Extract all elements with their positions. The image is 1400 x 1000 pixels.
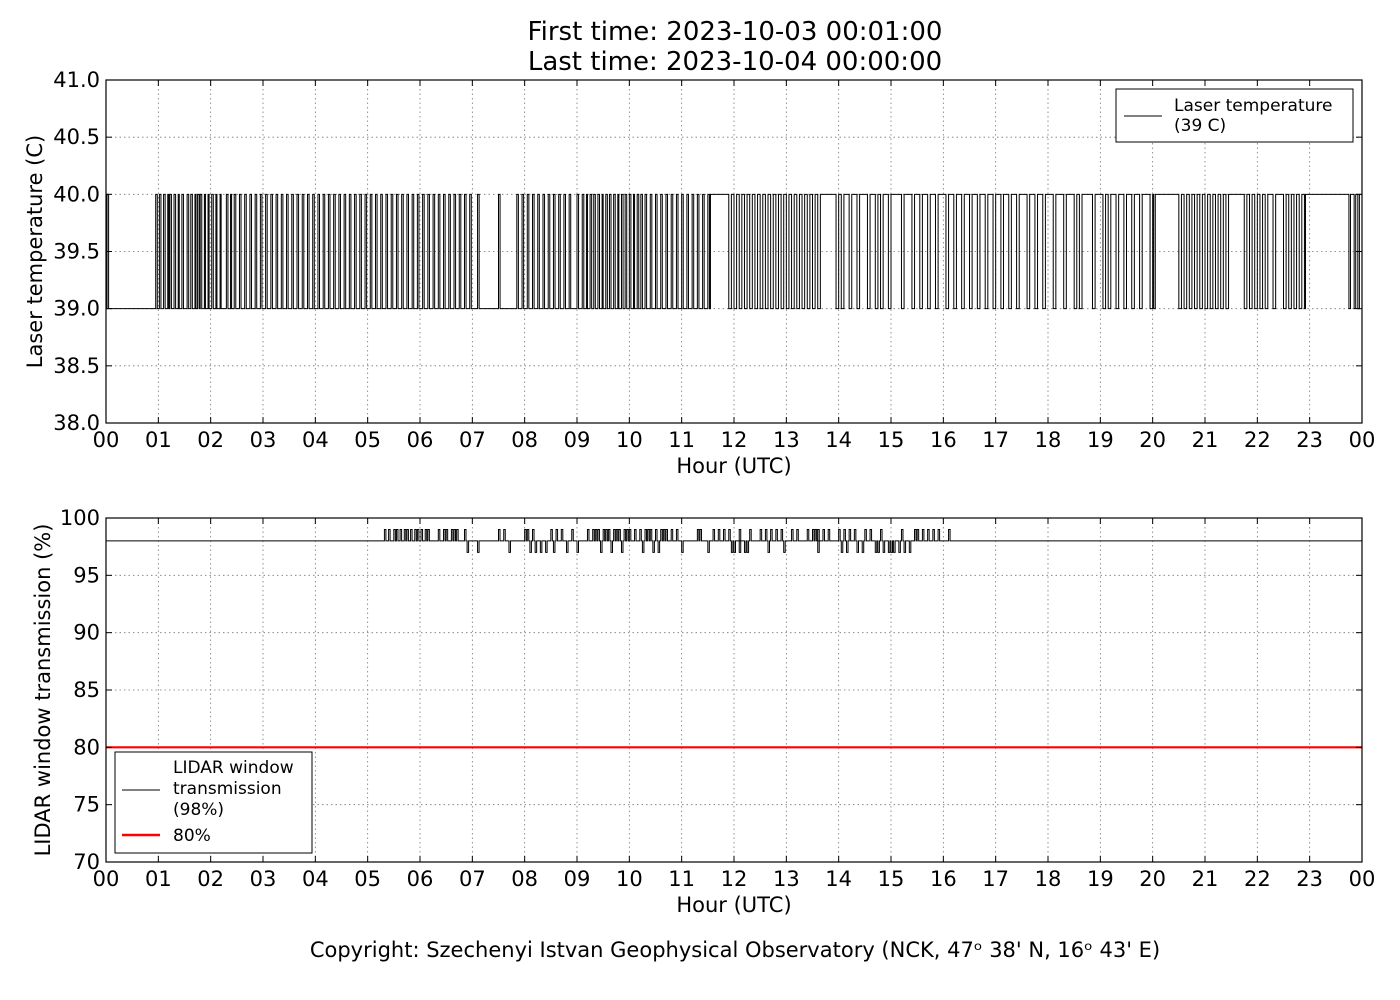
x-tick-label: 00	[1349, 867, 1376, 891]
chart-title-line-2: Last time: 2023-10-04 00:00:00	[527, 47, 943, 77]
y-tick-label: 39.5	[53, 240, 100, 264]
x-tick-label: 18	[1035, 428, 1062, 452]
y-tick-label: 75	[73, 793, 100, 817]
x-tick-label: 14	[825, 428, 852, 452]
x-tick-label: 06	[407, 867, 434, 891]
y-tick-label: 41.0	[53, 68, 100, 92]
legend: Laser temperature(39 C)	[1115, 88, 1354, 143]
chart-title-line-1: First time: 2023-10-03 00:01:00	[527, 17, 943, 47]
x-tick-label: 00	[93, 867, 120, 891]
y-axis-label: Laser temperature (C)	[23, 135, 47, 368]
x-tick-label: 10	[616, 428, 643, 452]
y-tick-label: 95	[73, 563, 100, 587]
x-tick-label: 18	[1035, 867, 1062, 891]
legend-label-laser: (39 C)	[1174, 116, 1226, 136]
y-tick-label: 100	[60, 506, 100, 530]
laser-temperature-panel: 00 01 02 03 04 05 06 07 08 09 10 11 12 13 14 15 16 17 18 19…	[23, 68, 1375, 478]
y-axis-label: LIDAR window transmission (%)	[31, 524, 55, 857]
legend-label-transmission: transmission	[173, 779, 282, 799]
y-tick-label: 85	[73, 678, 100, 702]
x-tick-label: 13	[773, 428, 800, 452]
x-tick-label: 11	[668, 867, 695, 891]
x-tick-label: 13	[773, 867, 800, 891]
x-tick-label: 09	[564, 428, 591, 452]
x-tick-label: 05	[354, 867, 381, 891]
x-tick-label: 12	[721, 428, 748, 452]
x-tick-label: 08	[511, 867, 538, 891]
x-tick-label: 08	[511, 428, 538, 452]
x-tick-label: 22	[1244, 428, 1271, 452]
laser-temperature-line	[106, 193, 1362, 310]
y-tick-label: 70	[73, 850, 100, 874]
x-tick-label: 14	[825, 867, 852, 891]
x-tick-label: 12	[721, 867, 748, 891]
x-tick-label: 03	[250, 867, 277, 891]
x-tick-label: 04	[302, 867, 329, 891]
x-tick-label: 04	[302, 428, 329, 452]
x-axis-label: Hour (UTC)	[676, 893, 791, 917]
x-tick-label: 11	[668, 428, 695, 452]
x-tick-label: 20	[1139, 867, 1166, 891]
x-tick-label: 06	[407, 428, 434, 452]
x-tick-label: 17	[982, 428, 1009, 452]
y-tick-label: 80	[73, 735, 100, 759]
x-tick-label: 07	[459, 428, 486, 452]
x-tick-label: 23	[1296, 867, 1323, 891]
x-tick-label: 21	[1192, 867, 1219, 891]
x-tick-label: 02	[197, 867, 224, 891]
x-tick-label: 16	[930, 428, 957, 452]
x-tick-label: 16	[930, 867, 957, 891]
x-tick-label: 19	[1087, 428, 1114, 452]
x-tick-label: 15	[878, 867, 905, 891]
x-tick-label: 23	[1296, 428, 1323, 452]
x-tick-label: 01	[145, 867, 172, 891]
legend-label-transmission: (98%)	[173, 800, 224, 820]
y-tick-label: 38.5	[53, 354, 100, 378]
x-tick-label: 19	[1087, 867, 1114, 891]
lidar-transmission-line	[106, 528, 1362, 553]
y-tick-label: 39.0	[53, 297, 100, 321]
x-tick-label: 02	[197, 428, 224, 452]
x-tick-label: 17	[982, 867, 1009, 891]
grid	[106, 518, 1362, 862]
x-tick-label: 10	[616, 867, 643, 891]
y-tick-label: 40.5	[53, 125, 100, 149]
x-tick-label: 07	[459, 867, 486, 891]
x-tick-label: 00	[93, 428, 120, 452]
legend-label-transmission: LIDAR window	[173, 758, 294, 778]
y-tick-label: 90	[73, 621, 100, 645]
x-tick-label: 15	[878, 428, 905, 452]
x-axis-label: Hour (UTC)	[676, 454, 791, 478]
x-tick-label: 09	[564, 867, 591, 891]
lidar-transmission-panel: 00 01 02 03 04 05 06 07 08 09 10 11 12 13 14 15 16 17 18 19…	[31, 506, 1375, 917]
x-tick-label: 22	[1244, 867, 1271, 891]
x-tick-label: 00	[1349, 428, 1376, 452]
legend-label-laser: Laser temperature	[1174, 96, 1332, 116]
legend-label-threshold: 80%	[173, 826, 211, 846]
x-tick-label: 20	[1139, 428, 1166, 452]
x-tick-label: 03	[250, 428, 277, 452]
x-tick-label: 21	[1192, 428, 1219, 452]
x-tick-label: 05	[354, 428, 381, 452]
y-tick-label: 40.0	[53, 182, 100, 206]
copyright-footer: Copyright: Szechenyi Istvan Geophysical …	[309, 938, 1161, 962]
y-tick-label: 38.0	[53, 411, 100, 435]
x-tick-label: 01	[145, 428, 172, 452]
